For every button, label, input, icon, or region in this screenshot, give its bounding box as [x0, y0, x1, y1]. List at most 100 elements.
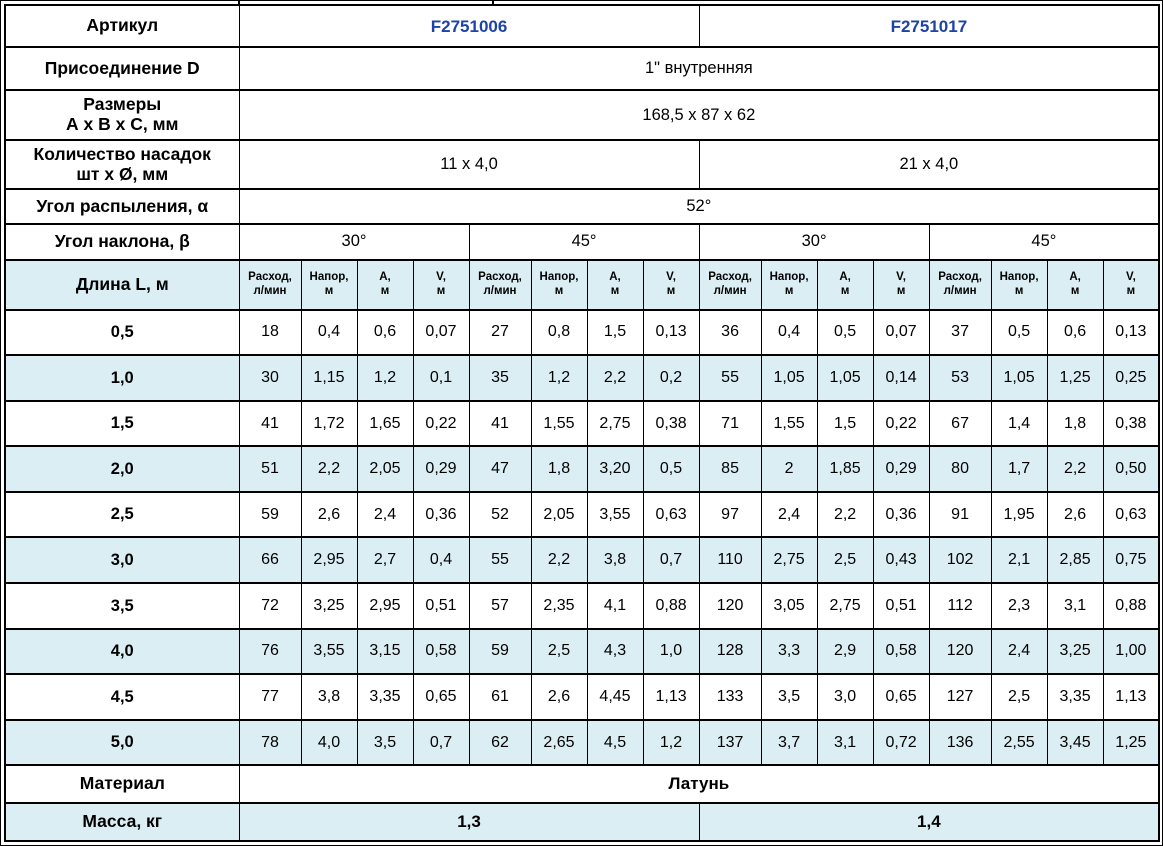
data-cell: 3,05	[760, 582, 818, 630]
data-cell: 18	[238, 308, 302, 357]
data-cell: 35	[468, 354, 532, 402]
length-value: 4,5	[4, 673, 240, 721]
measure-col-header: Расход, л/мин	[698, 258, 762, 311]
data-cell: 3,35	[1046, 673, 1104, 721]
data-cell: 3,8	[300, 673, 358, 721]
data-cell: 72	[238, 582, 302, 630]
measure-col-header: V, м	[872, 258, 930, 311]
data-cell: 62	[468, 718, 532, 767]
data-cell: 76	[238, 627, 302, 676]
data-cell: 0,51	[872, 582, 930, 630]
data-cell: 1,00	[1102, 627, 1160, 676]
data-cell: 0,2	[642, 354, 700, 402]
data-cell: 51	[238, 445, 302, 493]
data-cell: 3,3	[760, 627, 818, 676]
data-cell: 128	[698, 627, 762, 676]
data-cell: 36	[698, 308, 762, 357]
data-cell: 2,65	[530, 718, 588, 767]
tilt-angle-value: 30°	[238, 222, 470, 261]
measure-col-header: А, м	[586, 258, 644, 311]
data-cell: 120	[928, 627, 992, 676]
data-cell: 78	[238, 718, 302, 767]
data-cell: 3,55	[300, 627, 358, 676]
table-row: 2,0 51 2,2 2,05 0,29 47 1,8 3,20 0,5 85 2 1,85 0,29 8…	[4, 445, 1160, 493]
data-cell: 0,5	[816, 308, 874, 357]
data-cell: 2,75	[816, 582, 874, 630]
data-cell: 4,5	[586, 718, 644, 767]
data-cell: 53	[928, 354, 992, 402]
length-header: Длина L, м	[4, 258, 240, 311]
data-cell: 4,3	[586, 627, 644, 676]
data-cell: 1,5	[816, 399, 874, 448]
length-value: 3,0	[4, 536, 240, 585]
data-cell: 1,95	[990, 490, 1048, 539]
row-articul: Артикул F2751006 F2751017	[4, 3, 1160, 49]
data-cell: 3,0	[816, 673, 874, 721]
data-cell: 2,05	[356, 445, 414, 493]
connection-value: 1" внутренняя	[238, 46, 1160, 91]
dimensions-value: 168,5 x 87 x 62	[238, 88, 1160, 141]
length-value: 1,0	[4, 354, 240, 402]
data-cell: 0,4	[412, 536, 470, 585]
table-row: 2,5 59 2,6 2,4 0,36 52 2,05 3,55 0,63 97 2,4 2,2 0,3…	[4, 490, 1160, 539]
articul-label: Артикул	[4, 3, 240, 49]
tilt-angle-label: Угол наклона, β	[4, 222, 240, 261]
data-cell: 2,95	[300, 536, 358, 585]
data-cell: 2,5	[990, 673, 1048, 721]
measure-col-header: А, м	[1046, 258, 1104, 311]
measure-col-header: Расход, л/мин	[928, 258, 992, 311]
measure-header-row: Длина L, м Расход, л/мин Напор, м А, м V, м…	[4, 258, 1160, 311]
row-dimensions: Размеры А х В х С, мм 168,5 x 87 x 62	[4, 88, 1160, 141]
data-cell: 1,55	[530, 399, 588, 448]
data-cell: 136	[928, 718, 992, 767]
data-cell: 0,8	[530, 308, 588, 357]
data-cell: 3,35	[356, 673, 414, 721]
data-cell: 2,4	[760, 490, 818, 539]
data-cell: 41	[238, 399, 302, 448]
data-cell: 3,5	[760, 673, 818, 721]
data-cell: 4,1	[586, 582, 644, 630]
data-cell: 52	[468, 490, 532, 539]
data-cell: 1,25	[1102, 718, 1160, 767]
data-cell: 2,5	[816, 536, 874, 585]
row-material: Материал Латунь	[4, 764, 1160, 804]
data-cell: 37	[928, 308, 992, 357]
data-cell: 3,20	[586, 445, 644, 493]
data-cell: 0,29	[412, 445, 470, 493]
data-cell: 120	[698, 582, 762, 630]
data-cell: 1,05	[990, 354, 1048, 402]
data-cell: 0,7	[412, 718, 470, 767]
measure-col-header: V, м	[642, 258, 700, 311]
measure-col-header: Расход, л/мин	[468, 258, 532, 311]
data-cell: 2,2	[1046, 445, 1104, 493]
data-cell: 3,15	[356, 627, 414, 676]
data-cell: 0,88	[642, 582, 700, 630]
tilt-angle-value: 30°	[698, 222, 930, 261]
data-cell: 0,38	[642, 399, 700, 448]
data-cell: 67	[928, 399, 992, 448]
data-cell: 1,13	[1102, 673, 1160, 721]
data-cell: 0,65	[872, 673, 930, 721]
data-cell: 0,13	[1102, 308, 1160, 357]
crop-artifact-line	[238, 1, 240, 5]
length-value: 5,0	[4, 718, 240, 767]
row-tilt-angle: Угол наклона, β 30° 45° 30° 45°	[4, 222, 1160, 261]
crop-artifact-line	[492, 1, 494, 5]
data-cell: 71	[698, 399, 762, 448]
articul-value-right: F2751017	[698, 3, 1160, 49]
data-cell: 1,05	[816, 354, 874, 402]
data-cell: 0,4	[300, 308, 358, 357]
data-cell: 2,4	[356, 490, 414, 539]
data-cell: 1,55	[760, 399, 818, 448]
data-cell: 2,4	[990, 627, 1048, 676]
data-cell: 3,25	[300, 582, 358, 630]
data-cell: 2,55	[990, 718, 1048, 767]
data-cell: 55	[468, 536, 532, 585]
data-cell: 3,55	[586, 490, 644, 539]
data-cell: 137	[698, 718, 762, 767]
data-cell: 77	[238, 673, 302, 721]
data-cell: 112	[928, 582, 992, 630]
data-cell: 2,5	[530, 627, 588, 676]
data-cell: 0,72	[872, 718, 930, 767]
footer-rows: Материал Латунь Масса, кг 1,3 1,4	[4, 764, 1160, 843]
